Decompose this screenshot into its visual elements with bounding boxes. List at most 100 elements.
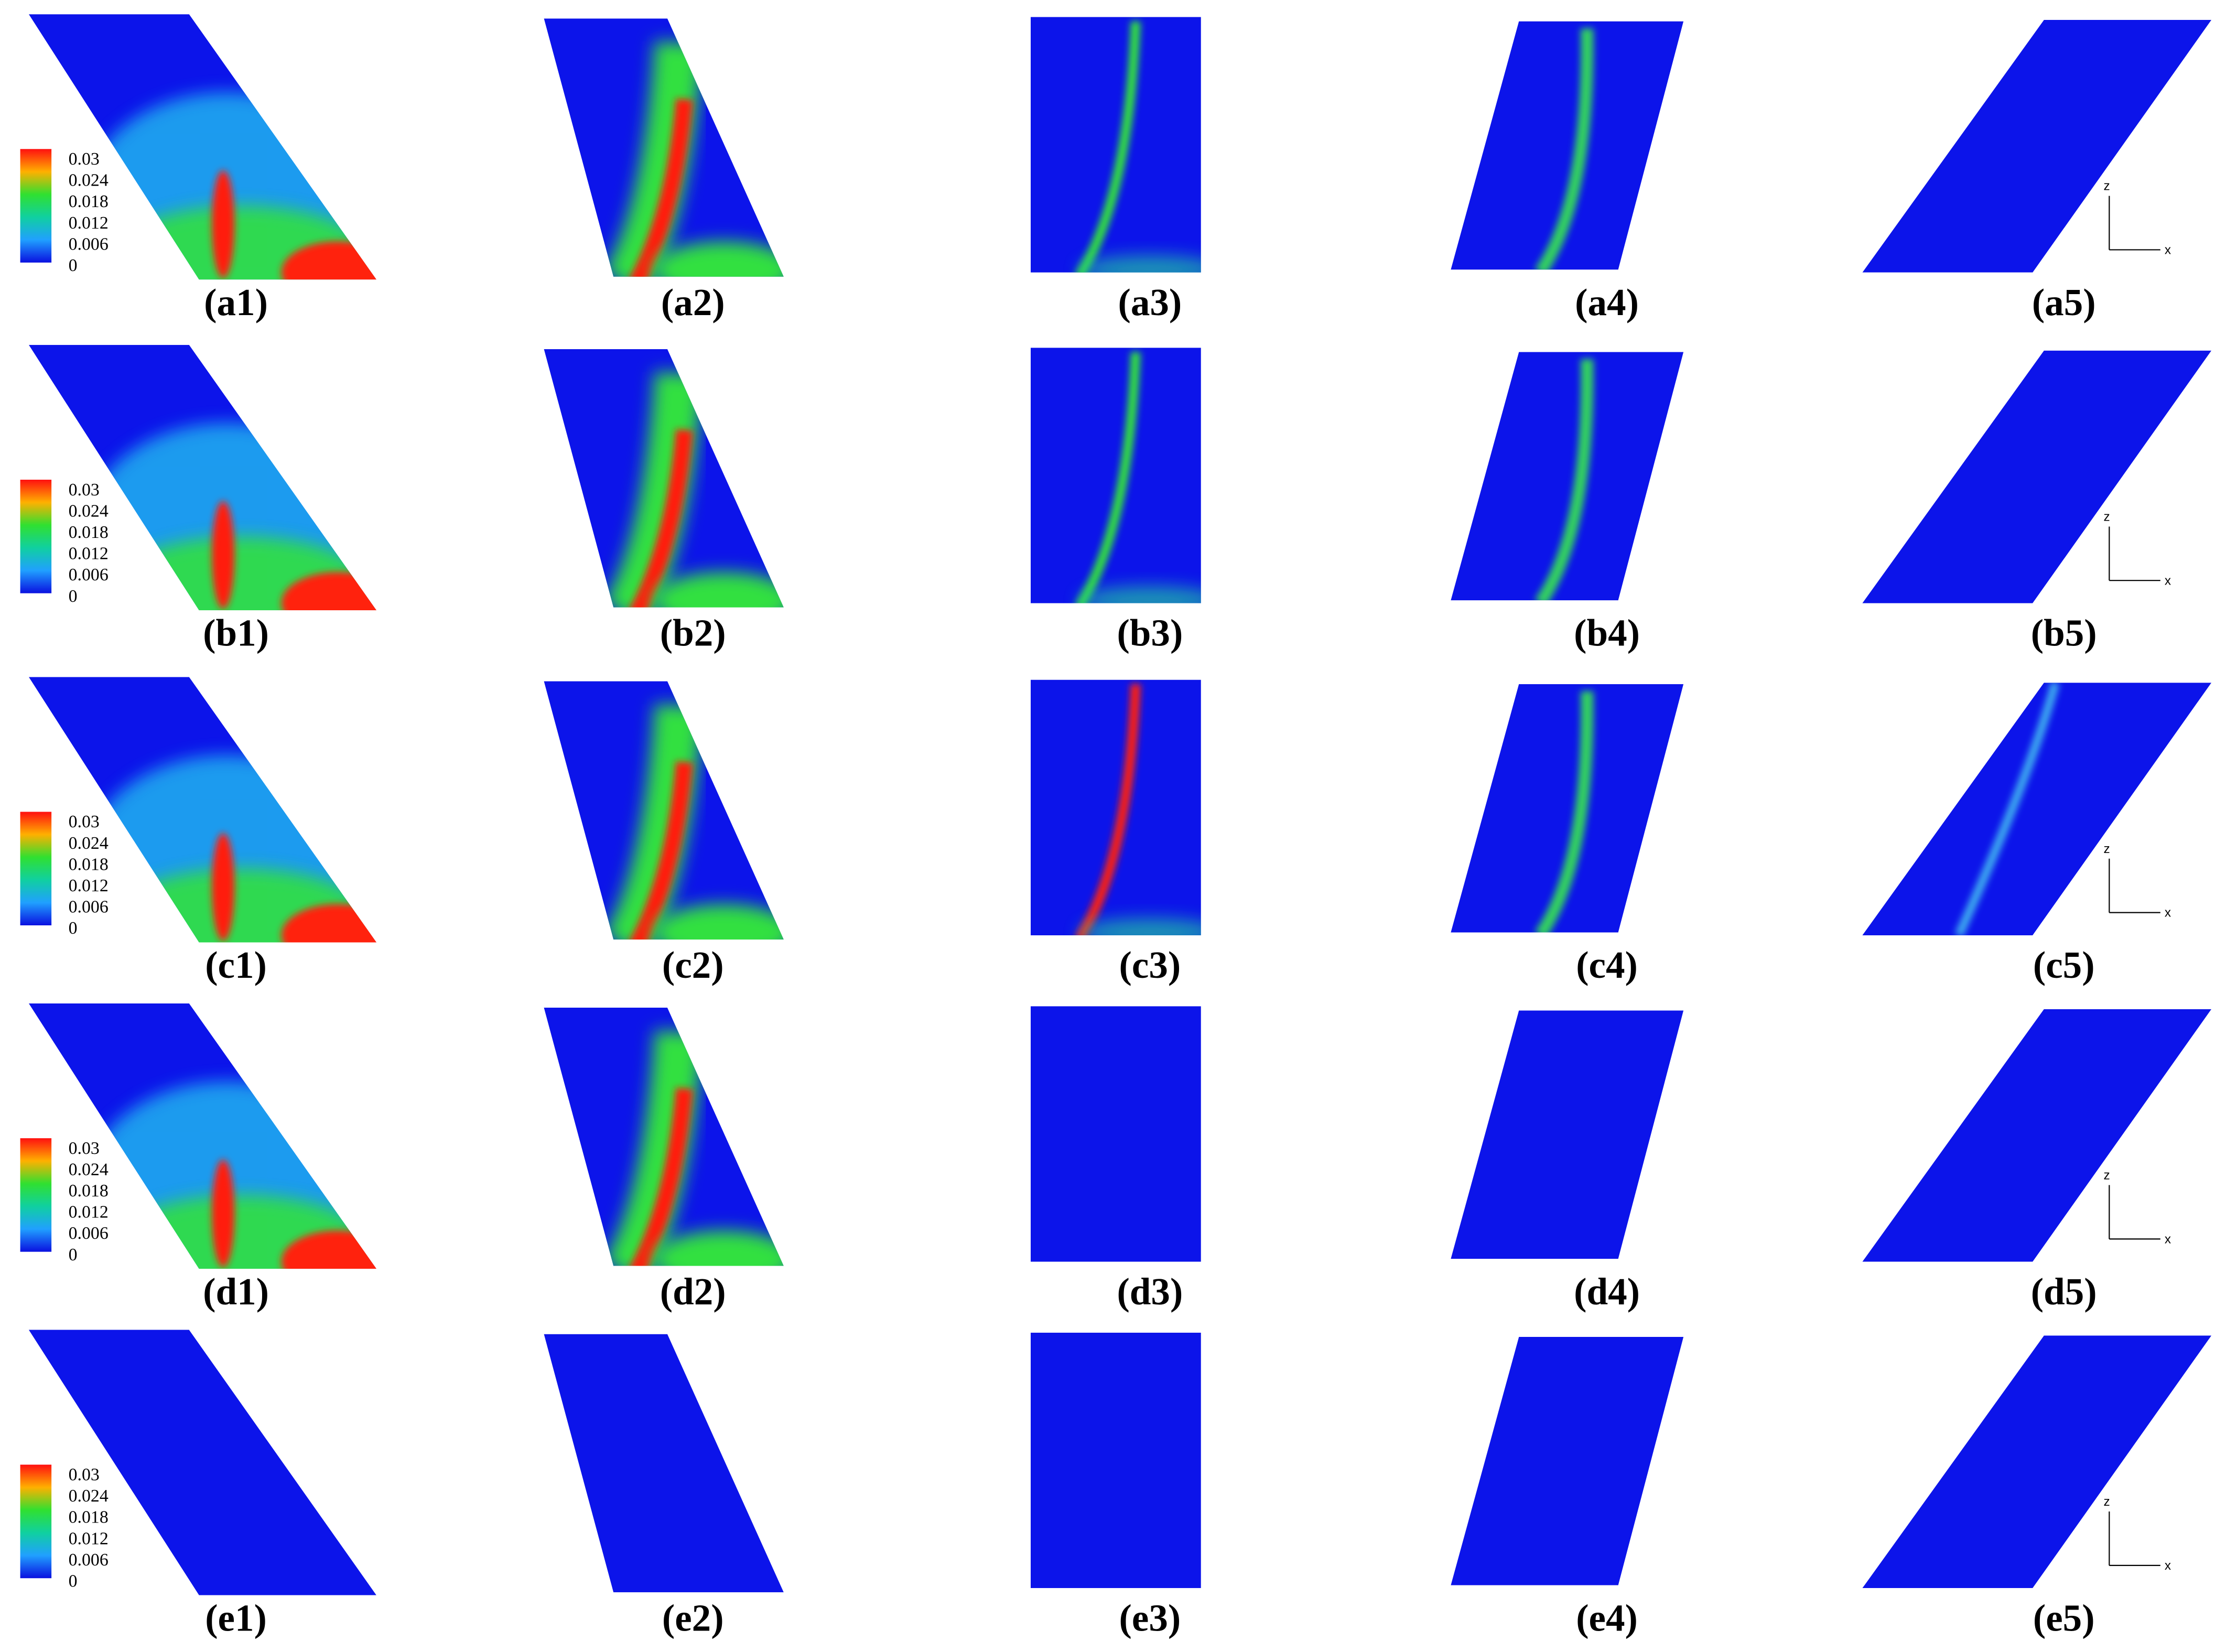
panel-label: (b2) bbox=[660, 612, 726, 654]
field bbox=[212, 501, 235, 609]
domain bbox=[1862, 350, 2212, 603]
colorbar-label: 0.03 bbox=[69, 812, 100, 832]
panel-label: (d1) bbox=[203, 1270, 269, 1313]
colorbar-label: 0.018 bbox=[69, 1508, 109, 1527]
colorbar-label: 0.03 bbox=[69, 480, 100, 500]
colorbar-label: 0.012 bbox=[69, 1203, 109, 1222]
contour-plot bbox=[28, 1330, 377, 1595]
panel-label: (b5) bbox=[2031, 612, 2097, 654]
colorbar-label: 0 bbox=[69, 1571, 78, 1591]
colorbar bbox=[20, 1464, 52, 1579]
contour-plot bbox=[1862, 350, 2212, 603]
contour-plot bbox=[1030, 1006, 1201, 1262]
domain bbox=[1862, 19, 2212, 273]
colorbar-label: 0.006 bbox=[69, 565, 109, 585]
colorbar bbox=[20, 149, 52, 263]
contour-plot bbox=[544, 681, 784, 940]
field bbox=[281, 904, 377, 943]
axis-label: z bbox=[2104, 179, 2110, 193]
axis-label: x bbox=[2165, 906, 2171, 920]
colorbar-label: 0 bbox=[69, 587, 78, 606]
field bbox=[1079, 255, 1201, 273]
contour-plot bbox=[544, 1334, 784, 1593]
panel-label: (d2) bbox=[660, 1270, 726, 1313]
contour-plot bbox=[1451, 684, 1684, 933]
domain bbox=[1030, 1006, 1201, 1262]
contour-plot bbox=[544, 1008, 784, 1266]
panel-label: (c2) bbox=[662, 944, 724, 986]
axis-label: z bbox=[2104, 1495, 2110, 1509]
colorbar bbox=[20, 1138, 52, 1252]
panel-row: (b1) (b2) (b3) (b4) (b5)0.030.0240.0180.0120… bbox=[20, 344, 2212, 654]
axis-label: z bbox=[2104, 1169, 2110, 1183]
axis-label: x bbox=[2165, 1559, 2171, 1573]
panel-row: (a1) (a2) (a3) (a4) (a5)0.030.0240.0180.0120… bbox=[20, 14, 2212, 323]
field bbox=[281, 241, 377, 280]
domain bbox=[1451, 684, 1684, 933]
contour-plot bbox=[1030, 1332, 1201, 1589]
axis-label: z bbox=[2104, 842, 2110, 856]
field bbox=[603, 41, 703, 277]
colorbar bbox=[20, 479, 52, 593]
field bbox=[629, 1087, 693, 1266]
panel-label: (e1) bbox=[205, 1596, 267, 1639]
field bbox=[1075, 684, 1141, 935]
contour-plot bbox=[1030, 348, 1201, 603]
contour-plot bbox=[1862, 683, 2212, 935]
colorbar-label: 0.018 bbox=[69, 855, 109, 874]
contour-plot bbox=[1862, 1335, 2212, 1589]
colorbar-label: 0.006 bbox=[69, 898, 109, 917]
field bbox=[1535, 359, 1594, 601]
field bbox=[629, 99, 693, 277]
colorbar-label: 0.006 bbox=[69, 1550, 109, 1570]
field bbox=[629, 761, 693, 940]
panel-label: (d4) bbox=[1574, 1270, 1640, 1313]
panel-label: (c1) bbox=[205, 944, 267, 986]
colorbar-label: 0.018 bbox=[69, 523, 109, 542]
field bbox=[603, 1030, 703, 1266]
panel-label: (e4) bbox=[1576, 1596, 1638, 1639]
colorbar-label: 0.012 bbox=[69, 544, 109, 564]
colorbar-label: 0.03 bbox=[69, 149, 100, 169]
colorbar-label: 0 bbox=[69, 1245, 78, 1265]
panel-label: (c3) bbox=[1119, 944, 1181, 986]
field bbox=[114, 1195, 370, 1269]
axis-label: x bbox=[2165, 574, 2171, 588]
field bbox=[603, 371, 703, 608]
contour-plot bbox=[1030, 679, 1201, 935]
panel-label: (a2) bbox=[661, 281, 725, 323]
field bbox=[212, 1159, 235, 1268]
contour-plot bbox=[1451, 1337, 1684, 1585]
colorbar-label: 0.006 bbox=[69, 234, 109, 254]
colorbar-label: 0.018 bbox=[69, 192, 109, 211]
colorbar-label: 0.012 bbox=[69, 1529, 109, 1548]
colorbar-label: 0.024 bbox=[69, 171, 109, 190]
colorbar-label: 0.03 bbox=[69, 1465, 100, 1484]
domain bbox=[1451, 352, 1684, 601]
colorbar-label: 0.024 bbox=[69, 1160, 109, 1179]
panel-label: (b4) bbox=[1574, 612, 1640, 654]
domain bbox=[1862, 683, 2212, 935]
domain bbox=[1451, 21, 1684, 270]
domain bbox=[1030, 679, 1201, 935]
contour-plot bbox=[1862, 1009, 2212, 1262]
panel-label: (a4) bbox=[1575, 281, 1639, 323]
field bbox=[1535, 28, 1594, 270]
domain bbox=[1030, 348, 1201, 603]
colorbar bbox=[20, 812, 52, 925]
field bbox=[653, 241, 784, 277]
panel-label: (c5) bbox=[2033, 944, 2095, 986]
contour-plot bbox=[544, 349, 784, 608]
field bbox=[653, 1230, 784, 1266]
field bbox=[1079, 586, 1201, 603]
domain bbox=[1030, 17, 1201, 273]
panel-label: (e2) bbox=[662, 1596, 724, 1639]
panel-label: (c4) bbox=[1576, 944, 1638, 986]
colorbar-label: 0.012 bbox=[69, 876, 109, 895]
panel-label: (e3) bbox=[1119, 1596, 1181, 1639]
field bbox=[653, 904, 784, 940]
contour-plot bbox=[1451, 352, 1684, 601]
field bbox=[212, 170, 235, 278]
